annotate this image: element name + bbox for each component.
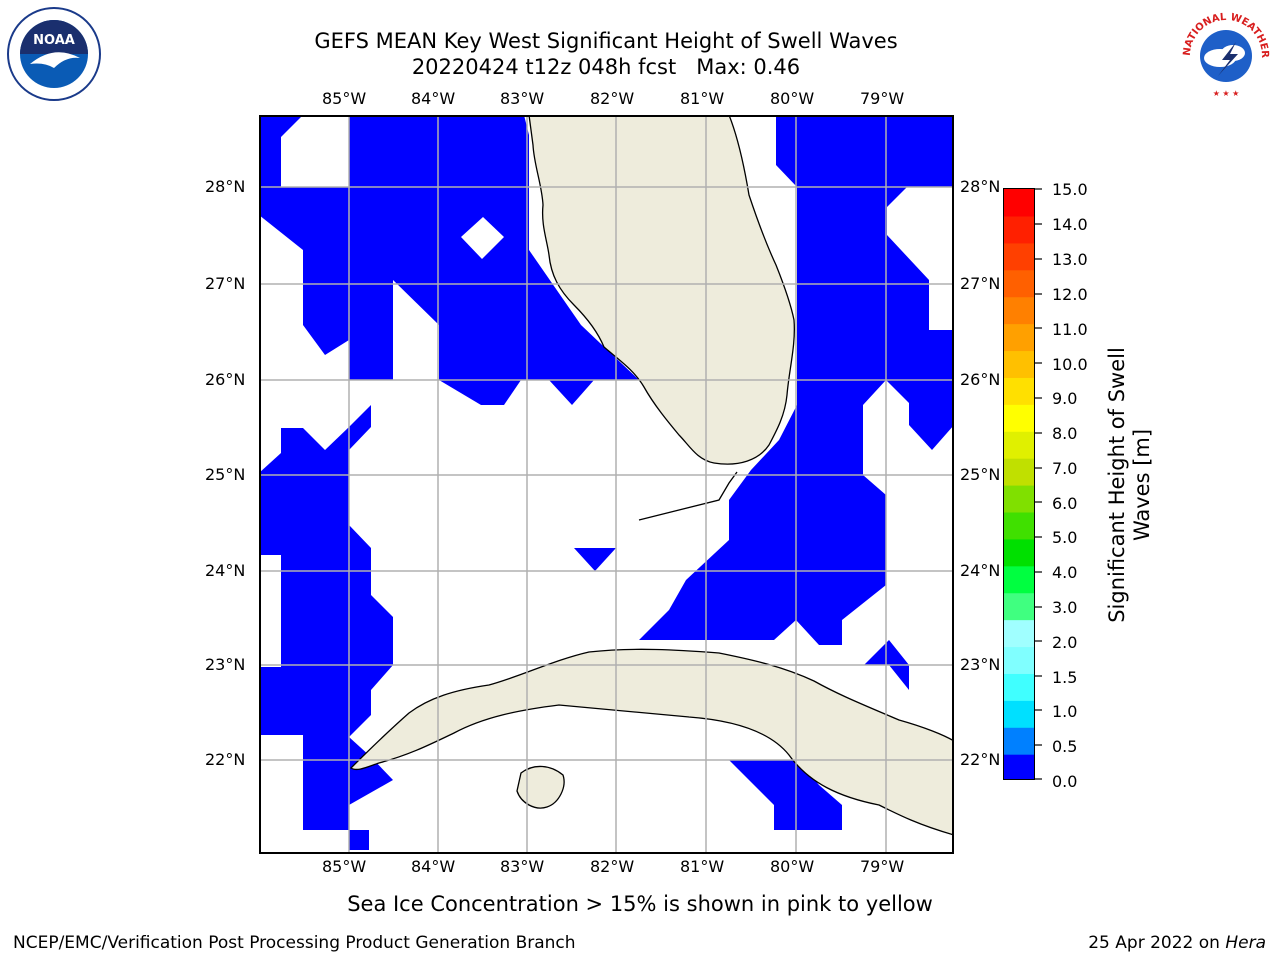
colorbar-tick: 0.5 [1052,737,1078,756]
keys-chain [638,471,738,521]
lat-label-left: 27°N [205,274,246,293]
isle-of-youth [516,765,565,809]
colorbar-tick: 15.0 [1052,180,1088,199]
colorbar-swatch [1004,323,1034,352]
lon-label-top: 79°W [860,89,905,108]
lat-label-right: 27°N [960,274,1001,293]
colorbar-tick: 2.0 [1052,633,1078,652]
lon-label-bottom: 83°W [500,857,545,876]
lat-label-left: 28°N [205,177,246,196]
map-title: GEFS MEAN Key West Significant Height of… [314,29,898,53]
sea-ice-note: Sea Ice Concentration > 15% is shown in … [347,892,933,916]
colorbar-swatch [1004,189,1034,217]
nws-logo: NATIONAL WEATHER SERVICE ★ ★ ★ [1174,0,1274,102]
colorbar-swatch [1004,700,1034,728]
colorbar-swatch [1004,511,1034,540]
colorbar-swatch [1004,592,1034,621]
lat-label-right: 25°N [960,465,1001,484]
lon-label-bottom: 85°W [322,857,367,876]
colorbar-tick: 4.0 [1052,563,1078,582]
footer-right: 25 Apr 2022 on Hera [1088,933,1266,953]
colorbar-tick: 11.0 [1052,320,1088,339]
colorbar-tick: 14.0 [1052,215,1088,234]
colorbar-tick: 1.5 [1052,668,1078,687]
lon-label-top: 80°W [770,89,815,108]
colorbar-swatch [1004,619,1034,648]
colorbar-tick: 9.0 [1052,389,1078,408]
lat-label-right: 28°N [960,177,1001,196]
lat-label-left: 23°N [205,655,246,674]
colorbar-tick: 10.0 [1052,355,1088,374]
colorbar-tick-marks [1035,188,1043,780]
lon-label-bottom: 84°W [411,857,456,876]
map-panel [259,114,955,854]
colorbar-swatch [1004,538,1034,567]
map-frame [259,115,954,854]
colorbar-swatch [1004,350,1034,378]
colorbar-swatch [1004,431,1034,459]
colorbar-swatch [1004,242,1034,271]
lon-label-top: 83°W [500,89,545,108]
colorbar-tick: 8.0 [1052,424,1078,443]
map-subtitle: 20220424 t12z 048h fcst Max: 0.46 [411,55,801,79]
noaa-logo-text: NOAA [33,33,75,48]
footer-date: 25 Apr 2022 on [1088,933,1226,953]
lon-label-top: 85°W [322,89,367,108]
lat-label-right: 22°N [960,750,1001,769]
lat-label-left: 25°N [205,465,246,484]
footer-left: NCEP/EMC/Verification Post Processing Pr… [13,933,576,953]
map-svg [259,114,955,854]
colorbar-tick: 0.0 [1052,772,1078,791]
lon-label-top: 81°W [680,89,725,108]
lon-label-top: 84°W [411,89,456,108]
lat-label-right: 24°N [960,561,1001,580]
colorbar-tick: 3.0 [1052,598,1078,617]
colorbar-tick: 7.0 [1052,459,1078,478]
colorbar-swatch [1004,646,1034,674]
colorbar-tick: 1.0 [1052,702,1078,721]
colorbar-swatch [1004,673,1034,701]
lon-label-top: 82°W [590,89,635,108]
lat-label-left: 22°N [205,750,246,769]
noaa-logo: NOAA [6,6,102,102]
footer-machine: Hera [1225,933,1266,953]
colorbar-swatch [1004,377,1034,405]
colorbar-swatch [1004,727,1034,755]
colorbar-swatch [1004,269,1034,298]
colorbar-swatch [1004,565,1034,594]
colorbar-swatches [1004,189,1034,779]
svg-text:★ ★ ★: ★ ★ ★ [1213,89,1240,98]
colorbar-swatch [1004,404,1034,432]
lat-label-left: 26°N [205,370,246,389]
colorbar [1003,188,1035,780]
colorbar-label-line2: Waves [m] [1130,428,1154,542]
lon-label-bottom: 82°W [590,857,635,876]
graticule [259,115,954,854]
colorbar-swatch [1004,458,1034,486]
colorbar-tick: 6.0 [1052,494,1078,513]
colorbar-tick: 5.0 [1052,528,1078,547]
lon-label-bottom: 81°W [680,857,725,876]
colorbar-tick: 13.0 [1052,250,1088,269]
colorbar-label: Significant Height of Swell Waves [m] [1100,330,1160,640]
colorbar-swatch [1004,485,1034,513]
lon-label-bottom: 79°W [860,857,905,876]
lat-label-right: 23°N [960,655,1001,674]
colorbar-label-line1: Significant Height of Swell [1105,347,1129,623]
lat-label-right: 26°N [960,370,1001,389]
colorbar-tick: 12.0 [1052,285,1088,304]
colorbar-swatch [1004,754,1034,779]
lat-label-left: 24°N [205,561,246,580]
colorbar-swatch [1004,215,1034,244]
colorbar-swatch [1004,296,1034,325]
lon-label-bottom: 80°W [770,857,815,876]
